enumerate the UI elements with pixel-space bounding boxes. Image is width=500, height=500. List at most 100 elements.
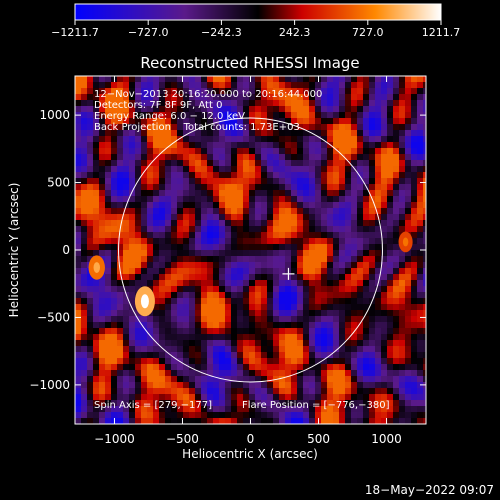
heatmap-cell (123, 166, 129, 172)
heatmap-cell (153, 322, 159, 328)
heatmap-cell (195, 214, 201, 220)
heatmap-cell (357, 226, 363, 232)
heatmap-cell (219, 322, 225, 328)
heatmap-cell (339, 244, 345, 250)
heatmap-cell (375, 406, 381, 412)
heatmap-cell (105, 148, 111, 154)
heatmap-cell (213, 196, 219, 202)
heatmap-cell (315, 358, 321, 364)
heatmap-cell (261, 190, 267, 196)
heatmap-cell (321, 88, 327, 94)
heatmap-cell (159, 394, 165, 400)
heatmap-cell (303, 298, 309, 304)
heatmap-cell (81, 352, 87, 358)
heatmap-cell (225, 100, 231, 106)
heatmap-cell (117, 394, 123, 400)
heatmap-cell (231, 76, 237, 82)
heatmap-cell (327, 220, 333, 226)
heatmap-cell (201, 388, 207, 394)
heatmap-cell (399, 172, 405, 178)
heatmap-cell (381, 406, 387, 412)
heatmap-cell (351, 358, 357, 364)
heatmap-cell (393, 178, 399, 184)
heatmap-cell (285, 328, 291, 334)
heatmap-cell (237, 208, 243, 214)
heatmap-cell (375, 376, 381, 382)
heatmap-cell (387, 322, 393, 328)
heatmap-cell (171, 166, 177, 172)
heatmap-cell (141, 418, 147, 424)
heatmap-cell (417, 268, 423, 274)
heatmap-cell (159, 154, 165, 160)
heatmap-cell (189, 250, 195, 256)
heatmap-cell (213, 346, 219, 352)
heatmap-cell (327, 112, 333, 118)
heatmap-cell (243, 388, 249, 394)
heatmap-cell (153, 268, 159, 274)
heatmap-cell (111, 400, 117, 406)
heatmap-cell (243, 394, 249, 400)
heatmap-cell (381, 82, 387, 88)
heatmap-cell (123, 298, 129, 304)
heatmap-cell (153, 124, 159, 130)
heatmap-cell (375, 304, 381, 310)
heatmap-cell (177, 412, 183, 418)
heatmap-cell (315, 328, 321, 334)
heatmap-cell (93, 196, 99, 202)
heatmap-cell (315, 220, 321, 226)
heatmap-cell (267, 118, 273, 124)
heatmap-cell (279, 190, 285, 196)
heatmap-cell (231, 136, 237, 142)
heatmap-cell (141, 256, 147, 262)
chart-title: Reconstructed RHESSI Image (140, 54, 359, 72)
heatmap-cell (309, 250, 315, 256)
heatmap-cell (255, 100, 261, 106)
heatmap-cell (393, 316, 399, 322)
heatmap-cell (279, 262, 285, 268)
heatmap-cell (261, 172, 267, 178)
heatmap-cell (75, 148, 81, 154)
heatmap-cell (345, 370, 351, 376)
heatmap-cell (207, 304, 213, 310)
heatmap-cell (183, 412, 189, 418)
heatmap-cell (237, 172, 243, 178)
heatmap-cell (255, 316, 261, 322)
heatmap-cell (141, 364, 147, 370)
heatmap-cell (201, 196, 207, 202)
heatmap-cell (123, 172, 129, 178)
heatmap-cell (297, 118, 303, 124)
heatmap-cell (135, 148, 141, 154)
heatmap-cell (75, 94, 81, 100)
heatmap-cell (369, 400, 375, 406)
heatmap-cell (111, 298, 117, 304)
heatmap-cell (411, 388, 417, 394)
heatmap-cell (171, 412, 177, 418)
heatmap-cell (87, 82, 93, 88)
heatmap-cell (255, 208, 261, 214)
heatmap-cell (411, 250, 417, 256)
heatmap-cell (195, 106, 201, 112)
heatmap-cell (171, 334, 177, 340)
heatmap-cell (75, 220, 81, 226)
heatmap-cell (207, 232, 213, 238)
heatmap-cell (249, 148, 255, 154)
heatmap-cell (141, 106, 147, 112)
heatmap-cell (135, 418, 141, 424)
heatmap-cell (147, 274, 153, 280)
heatmap-cell (279, 388, 285, 394)
heatmap-cell (357, 358, 363, 364)
heatmap-cell (411, 304, 417, 310)
heatmap-cell (141, 166, 147, 172)
heatmap-cell (375, 142, 381, 148)
heatmap-cell (201, 76, 207, 82)
heatmap-cell (201, 136, 207, 142)
heatmap-cell (381, 412, 387, 418)
heatmap-cell (267, 292, 273, 298)
heatmap-cell (93, 304, 99, 310)
heatmap-cell (249, 124, 255, 130)
heatmap-cell (327, 226, 333, 232)
heatmap-cell (111, 376, 117, 382)
heatmap-cell (225, 262, 231, 268)
heatmap-cell (141, 346, 147, 352)
heatmap-cell (201, 226, 207, 232)
